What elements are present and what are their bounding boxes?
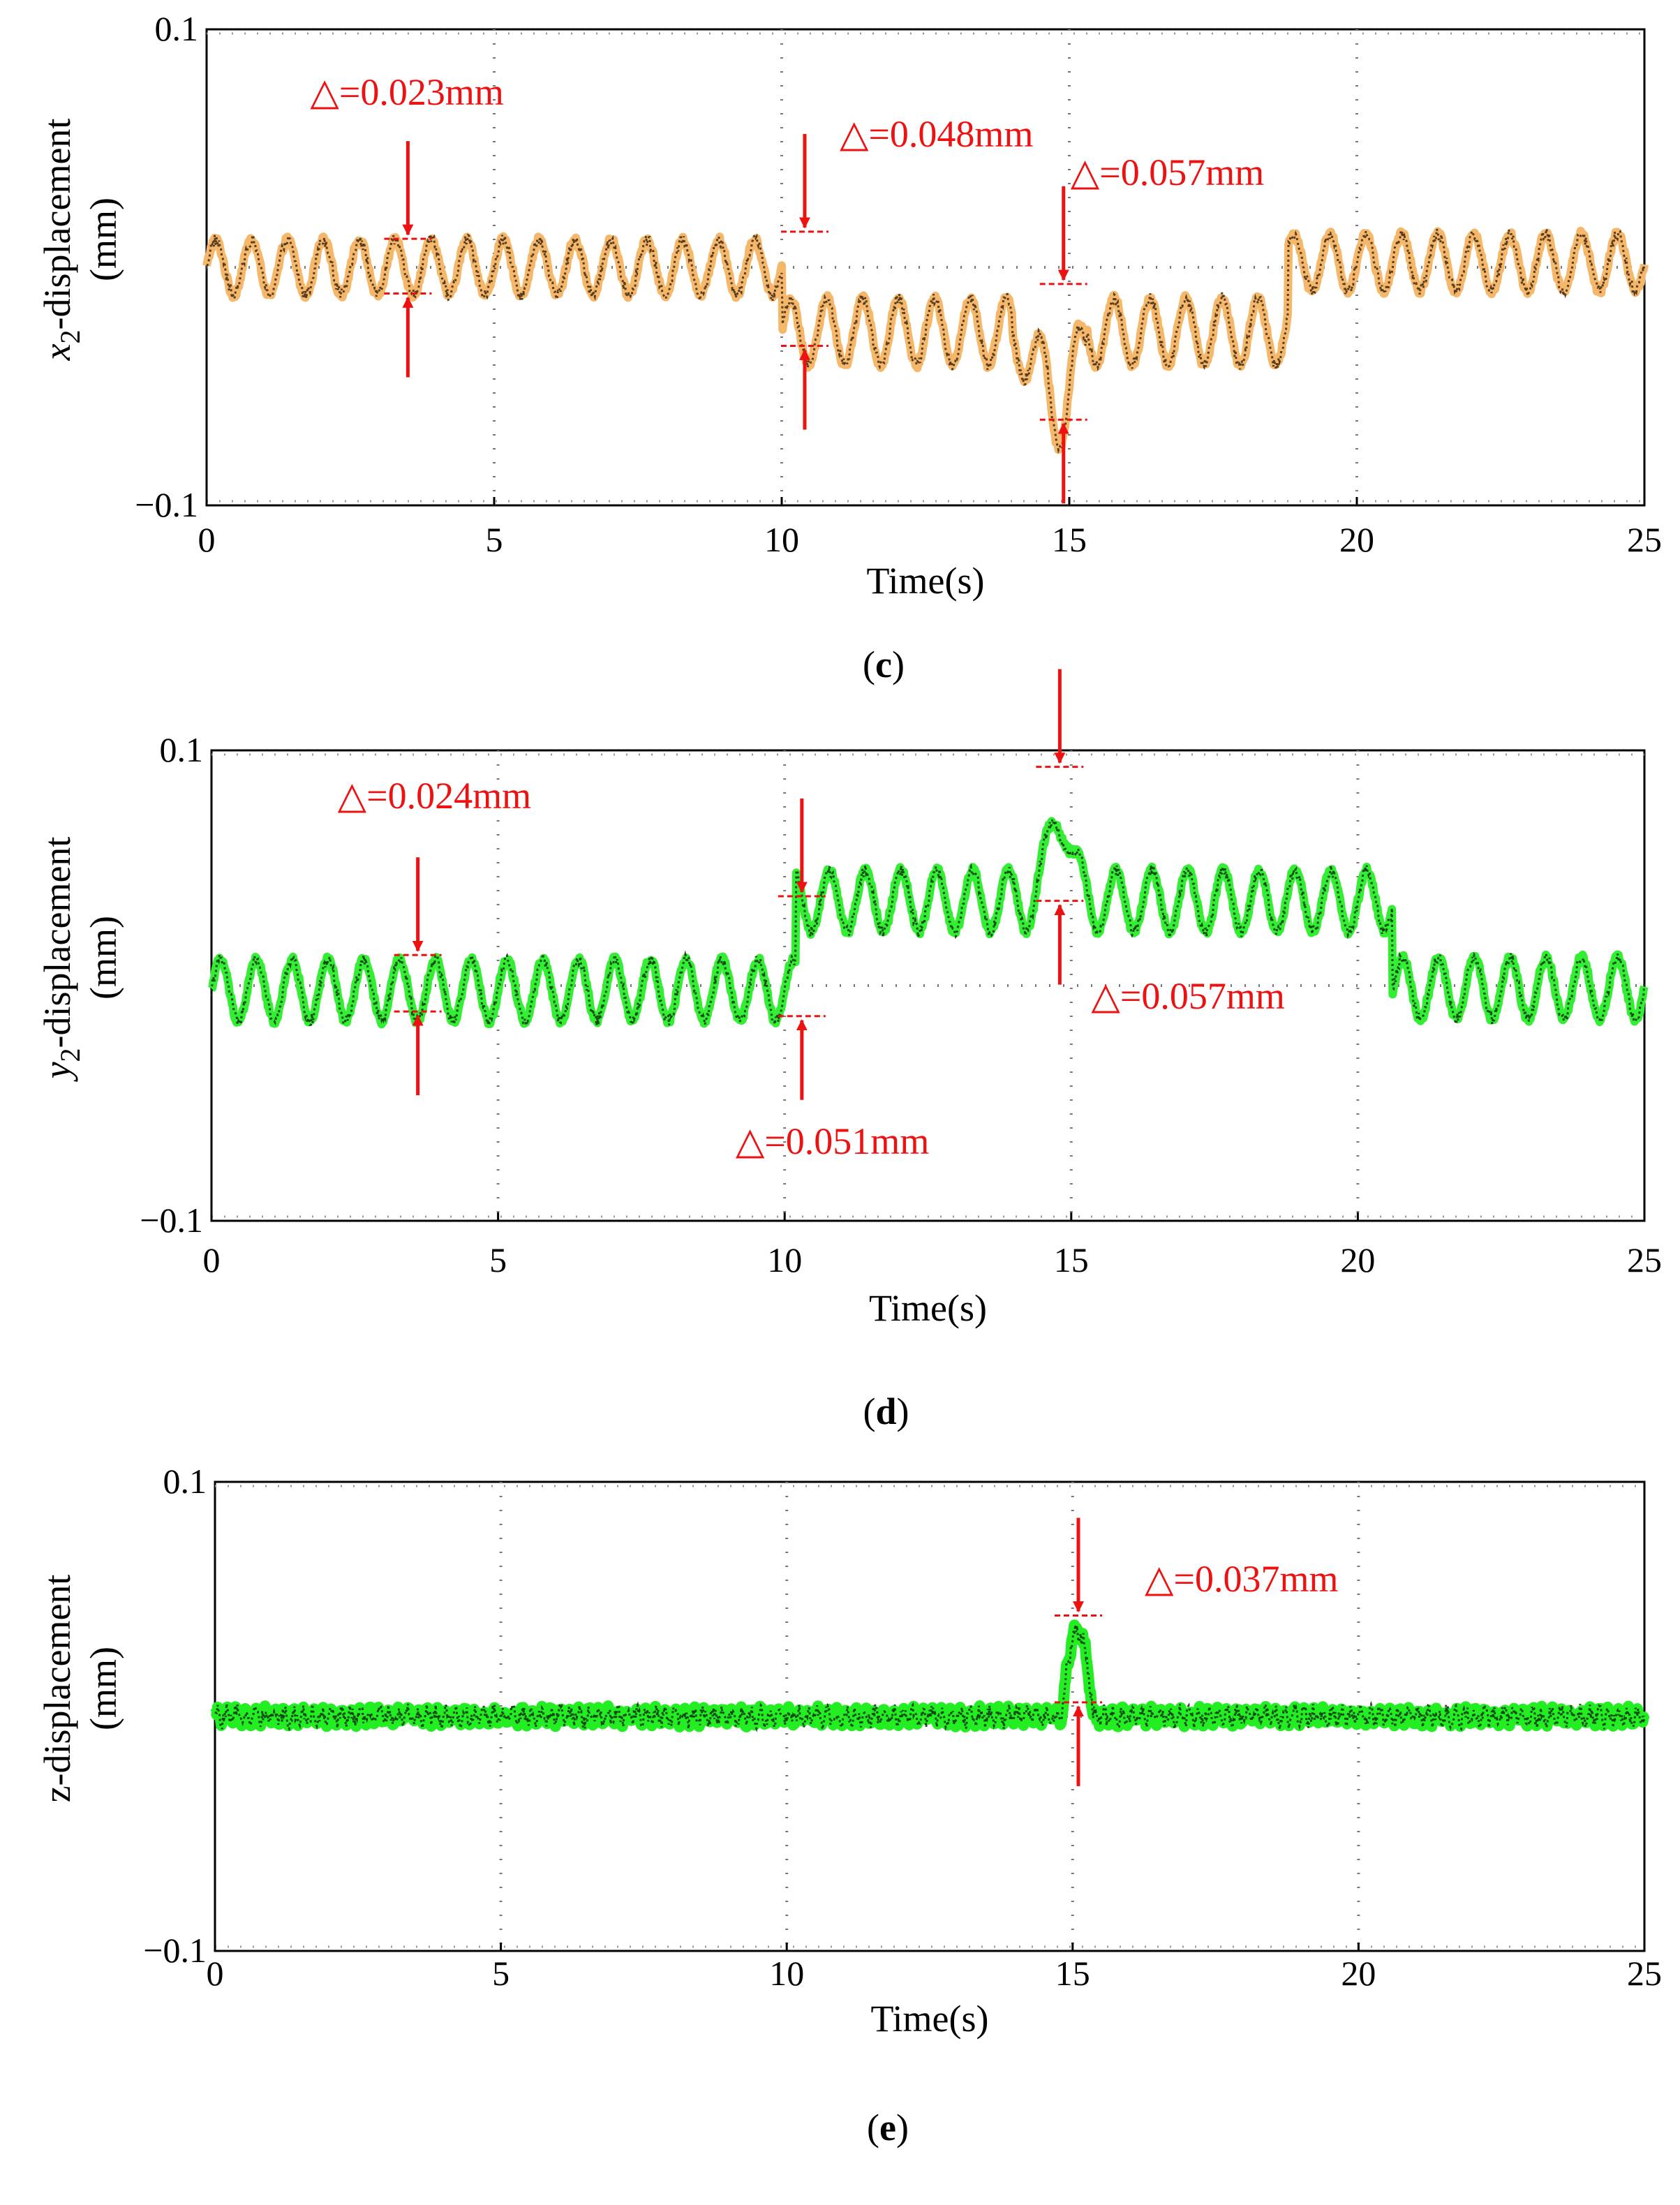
x-tick-label: 20 [1340, 1240, 1375, 1279]
x-tick-label: 10 [764, 520, 799, 559]
series-line-overlay [205, 228, 1646, 454]
x-tick-label: 5 [489, 1240, 507, 1279]
x-tick-label: 0 [207, 1954, 224, 1993]
annotation-label: △=0.037mm [1145, 1558, 1339, 1600]
plot-frame [205, 28, 1646, 507]
y-tick-label-bottom: −0.1 [143, 1931, 207, 1970]
panel-label-close: ) [896, 2107, 909, 2148]
panel-label-open: ( [863, 644, 875, 685]
x-axis-label: Time(s) [870, 1998, 988, 2040]
x-tick-label: 15 [1055, 1954, 1090, 1993]
x-tick-label: 25 [1627, 1954, 1662, 1993]
chart-panel-d: 0 5 10 15 20 250.1−0.1Time(s)y2-displacement(… [36, 669, 1662, 1432]
x-tick-label: 15 [1052, 520, 1087, 559]
plot-frame [210, 749, 1646, 1222]
y-tick-label-top: 0.1 [163, 1462, 207, 1501]
y-axis-unit: (mm) [82, 1647, 124, 1730]
panel-label-open: ( [863, 1390, 875, 1432]
y-axis-label: z-displacement [36, 1575, 78, 1803]
y-tick-label-top: 0.1 [160, 730, 204, 769]
x-tick-label: 10 [769, 1954, 804, 1993]
y-axis-label-sub: 2 [54, 329, 86, 343]
panel-label-close: ) [892, 644, 905, 685]
annotation-label: △=0.051mm [736, 1120, 930, 1162]
chart-panel-e: 0 5 10 15 20 25 0.1 −0.1 Time(s) z-displacement (m… [36, 1462, 1662, 2148]
panel-label-open: ( [867, 2107, 879, 2148]
y-axis-label-var: x [36, 343, 78, 361]
x-tick-label: 10 [767, 1240, 802, 1279]
x-tick-label: 25 [1627, 520, 1662, 559]
x-axis-label: Time(s) [869, 1287, 987, 1329]
y-axis-label-var: y [36, 1062, 78, 1082]
annotation-label: △=0.057mm [1091, 975, 1285, 1017]
annotation-label: △=0.024mm [338, 775, 531, 817]
x-tick-label: 5 [486, 520, 503, 559]
y-axis-unit: (mm) [82, 916, 124, 1000]
panel-label: (e) [867, 2107, 909, 2148]
series-line-overlay [210, 817, 1646, 1028]
panel-label-letter: e [879, 2107, 896, 2148]
y-axis-label-text: -displacement [36, 837, 78, 1048]
panel-label-letter: c [875, 644, 892, 685]
panel-label: (d) [863, 1390, 909, 1432]
y-axis-label-text: -displacement [36, 119, 78, 330]
x-tick-label: 25 [1627, 1240, 1662, 1279]
x-tick-label: 0 [198, 520, 216, 559]
x-tick-label: 5 [492, 1954, 510, 1993]
x-axis-label: Time(s) [866, 560, 984, 602]
x-tick-label: 20 [1339, 520, 1374, 559]
y-tick-label-top: 0.1 [155, 9, 199, 48]
y-axis-label: x2-displacement [36, 119, 86, 362]
chart-panel-c: 0 5 10 15 20 250.1−0.1Time(s)x2-displacement(… [36, 9, 1662, 685]
x-tick-label: 0 [203, 1240, 221, 1279]
series-line-overlay [214, 1624, 1646, 1732]
x-tick-label: 15 [1054, 1240, 1089, 1279]
x-tick-label: 20 [1341, 1954, 1376, 1993]
annotation-label: △=0.057mm [1071, 151, 1265, 193]
y-axis-label-text: z-displacement [36, 1575, 78, 1803]
y-tick-label-bottom: −0.1 [135, 485, 198, 524]
panel-label-letter: d [875, 1390, 896, 1432]
y-axis-label: y2-displacement [36, 837, 86, 1083]
panel-label: (c) [863, 644, 905, 685]
y-tick-label-bottom: −0.1 [140, 1201, 203, 1240]
annotation-label: △=0.048mm [840, 113, 1034, 155]
y-axis-label-sub: 2 [54, 1048, 86, 1062]
panel-label-close: ) [897, 1390, 909, 1432]
y-axis-unit: (mm) [82, 198, 124, 281]
annotation-label: △=0.023mm [310, 71, 504, 113]
